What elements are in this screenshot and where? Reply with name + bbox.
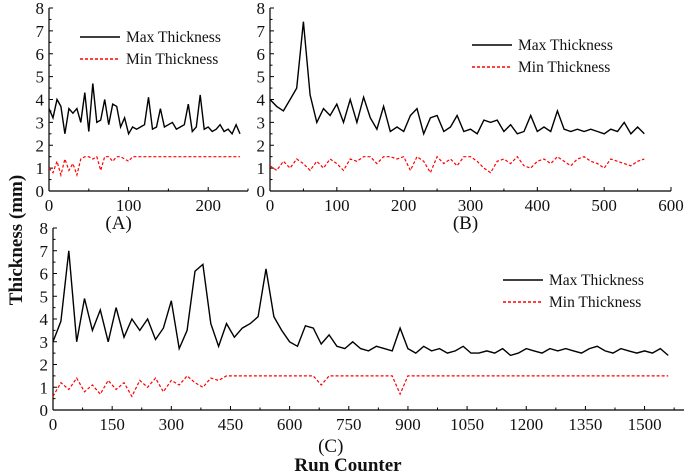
legend-max-label: Max Thickness [126,29,221,46]
x-tick-label: 200 [391,196,417,215]
y-tick-label: 8 [257,0,266,18]
x-tick-label: 600 [658,196,684,215]
y-tick-label: 0 [40,401,49,420]
max-thickness-line [52,250,669,357]
y-tick-label: 0 [36,182,45,201]
legend-max-label: Max Thickness [549,272,644,289]
x-tick-label: 1350 [568,415,602,434]
panel-label-a: (A) [105,213,131,234]
panel-label-b: (B) [453,213,478,234]
y-tick-label: 6 [257,45,266,64]
y-tick-label: 7 [36,22,45,41]
min-thickness-line [269,155,645,175]
x-axis-label: Run Counter [294,455,402,475]
min-thickness-line [52,375,669,398]
x-tick-label: 600 [277,415,303,434]
y-tick-label: 2 [40,356,49,375]
y-tick-label: 2 [36,136,45,155]
max-thickness-line [48,83,241,136]
x-tick-label: 1200 [509,415,543,434]
x-tick-label: 400 [525,196,551,215]
y-tick-label: 3 [257,113,266,132]
x-tick-label: 0 [266,196,275,215]
y-tick-label: 2 [257,136,266,155]
y-tick-label: 3 [36,113,45,132]
x-tick-label: 150 [99,415,125,434]
y-tick-label: 1 [36,159,45,178]
legend-min-label: Min Thickness [126,51,218,68]
y-tick-label: 1 [40,378,49,397]
x-tick-label: 300 [159,415,185,434]
y-tick-label: 5 [40,287,49,306]
x-tick-label: 0 [49,415,58,434]
x-tick-label: 900 [395,415,421,434]
y-tick-label: 7 [257,22,266,41]
x-tick-label: 500 [591,196,617,215]
y-tick-label: 8 [40,219,49,238]
x-tick-label: 100 [116,196,142,215]
x-tick-label: 1050 [450,415,484,434]
panel-label-c: (C) [318,436,343,457]
x-tick-label: 450 [218,415,244,434]
min-thickness-line [48,155,240,178]
legend-min-label: Min Thickness [518,59,610,76]
y-tick-label: 7 [40,242,49,261]
y-tick-label: 0 [257,182,266,201]
legend-max-label: Max Thickness [518,37,613,54]
y-tick-label: 5 [257,68,266,87]
y-axis-label: Thickness (mm) [6,175,27,305]
y-tick-label: 4 [40,310,49,329]
y-tick-label: 3 [40,333,49,352]
y-tick-label: 4 [36,91,45,110]
legend-min-label: Min Thickness [549,294,641,311]
x-tick-label: 300 [458,196,484,215]
y-tick-label: 8 [36,0,45,18]
y-tick-label: 5 [36,68,45,87]
y-tick-label: 6 [40,265,49,284]
x-tick-label: 0 [45,196,54,215]
x-tick-label: 1500 [628,415,662,434]
x-tick-label: 750 [336,415,362,434]
x-tick-label: 200 [195,196,221,215]
max-thickness-line [269,21,645,136]
y-tick-label: 1 [257,159,266,178]
x-tick-label: 100 [324,196,350,215]
y-tick-label: 4 [257,91,266,110]
y-tick-label: 6 [36,45,45,64]
